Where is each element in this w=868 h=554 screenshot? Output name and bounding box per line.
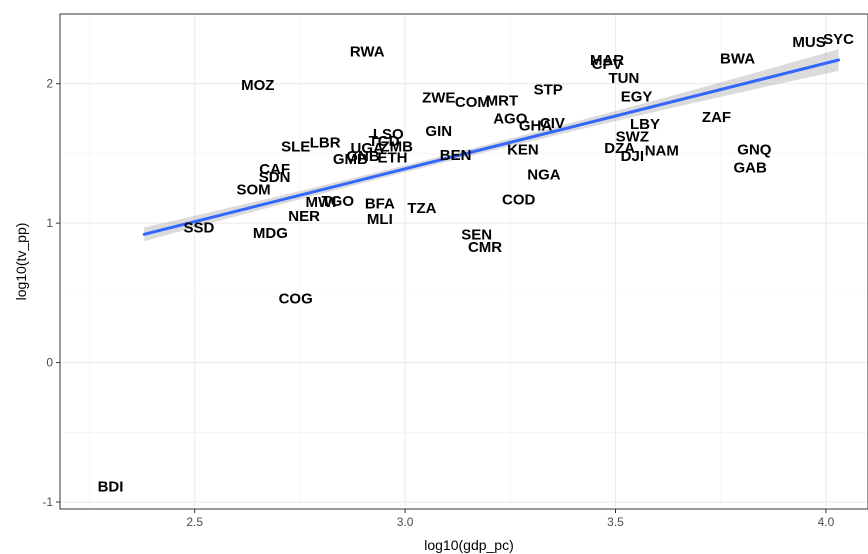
point-label-bfa: BFA (365, 196, 395, 213)
point-label-zaf: ZAF (702, 109, 731, 126)
point-label-tun: TUN (609, 70, 640, 87)
x-tick-label: 2.5 (186, 515, 203, 529)
point-label-sle: SLE (281, 138, 310, 155)
point-label-gha: GHA (519, 118, 553, 135)
x-tick-label: 4.0 (818, 515, 835, 529)
point-label-ssd: SSD (183, 219, 214, 236)
point-label-bdi: BDI (98, 479, 124, 496)
point-label-zwe: ZWE (422, 90, 455, 107)
point-label-caf: CAF (259, 161, 290, 178)
point-label-mdg: MDG (253, 225, 288, 242)
x-tick-label: 3.0 (397, 515, 414, 529)
point-label-som: SOM (236, 182, 270, 199)
grid (60, 14, 868, 509)
point-label-lso: LSO (373, 126, 404, 143)
point-label-lby: LBY (630, 116, 660, 133)
y-axis-title: log10(tv_pp) (13, 223, 29, 301)
panel-border (59, 13, 868, 510)
point-label-moz: MOZ (241, 77, 274, 94)
point-label-mrt: MRT (486, 92, 519, 109)
point-label-gin: GIN (425, 123, 452, 140)
point-label-gnb: GNB (346, 148, 380, 165)
y-tick-label: 2 (46, 77, 53, 91)
point-label-gab: GAB (733, 159, 767, 176)
point-label-sdn: SDN (259, 169, 291, 186)
point-label-mli: MLI (367, 211, 393, 228)
point-label-ken: KEN (507, 141, 539, 158)
point-label-swz: SWZ (616, 129, 649, 146)
point-label-syc: SYC (823, 31, 854, 48)
point-label-ner: NER (288, 208, 320, 225)
point-label-zmb: ZMB (380, 138, 413, 155)
point-label-gnq: GNQ (737, 141, 772, 158)
point-label-dji: DJI (621, 148, 644, 165)
point-label-mus: MUS (792, 34, 825, 51)
point-label-ben: BEN (440, 147, 472, 164)
y-tick-label: -1 (42, 495, 53, 509)
point-label-dza: DZA (604, 140, 635, 157)
point-label-rwa: RWA (350, 44, 385, 61)
point-label-egy: EGY (621, 88, 653, 105)
point-label-mar: MAR (590, 52, 624, 69)
point-label-lbr: LBR (310, 134, 341, 151)
x-tick-label: 3.5 (607, 515, 624, 529)
point-label-cmr: CMR (468, 239, 502, 256)
point-label-cog: COG (279, 290, 313, 307)
y-tick-label: 0 (46, 356, 53, 370)
point-label-uga: UGA (351, 140, 385, 157)
trend-line (142, 58, 841, 236)
y-axis-ticks: -1 0 1 2 (42, 77, 60, 509)
x-axis-ticks: 2.5 3.0 3.5 4.0 (186, 509, 835, 529)
point-label-ago: AGO (493, 111, 528, 128)
point-label-nam: NAM (645, 143, 679, 160)
point-label-cpv: CPV (592, 56, 623, 73)
point-label-nga: NGA (527, 166, 561, 183)
point-label-tcd: TCD (369, 133, 400, 150)
point-label-stp: STP (534, 81, 563, 98)
point-label-tza: TZA (407, 200, 436, 217)
point-label-sen: SEN (461, 226, 492, 243)
y-tick-label: 1 (46, 216, 53, 230)
point-label-cod: COD (502, 191, 536, 208)
point-label-gmb: GMB (333, 151, 368, 168)
point-label-com: COM (455, 94, 490, 111)
point-label-bwa: BWA (720, 51, 755, 68)
point-label-civ: CIV (540, 115, 565, 132)
point-label-eth: ETH (377, 150, 407, 167)
point-label-mwi: MWI (306, 194, 337, 211)
confidence-band (144, 49, 839, 242)
point-label-tgo: TGO (322, 193, 355, 210)
x-axis-title: log10(gdp_pc) (424, 537, 514, 553)
